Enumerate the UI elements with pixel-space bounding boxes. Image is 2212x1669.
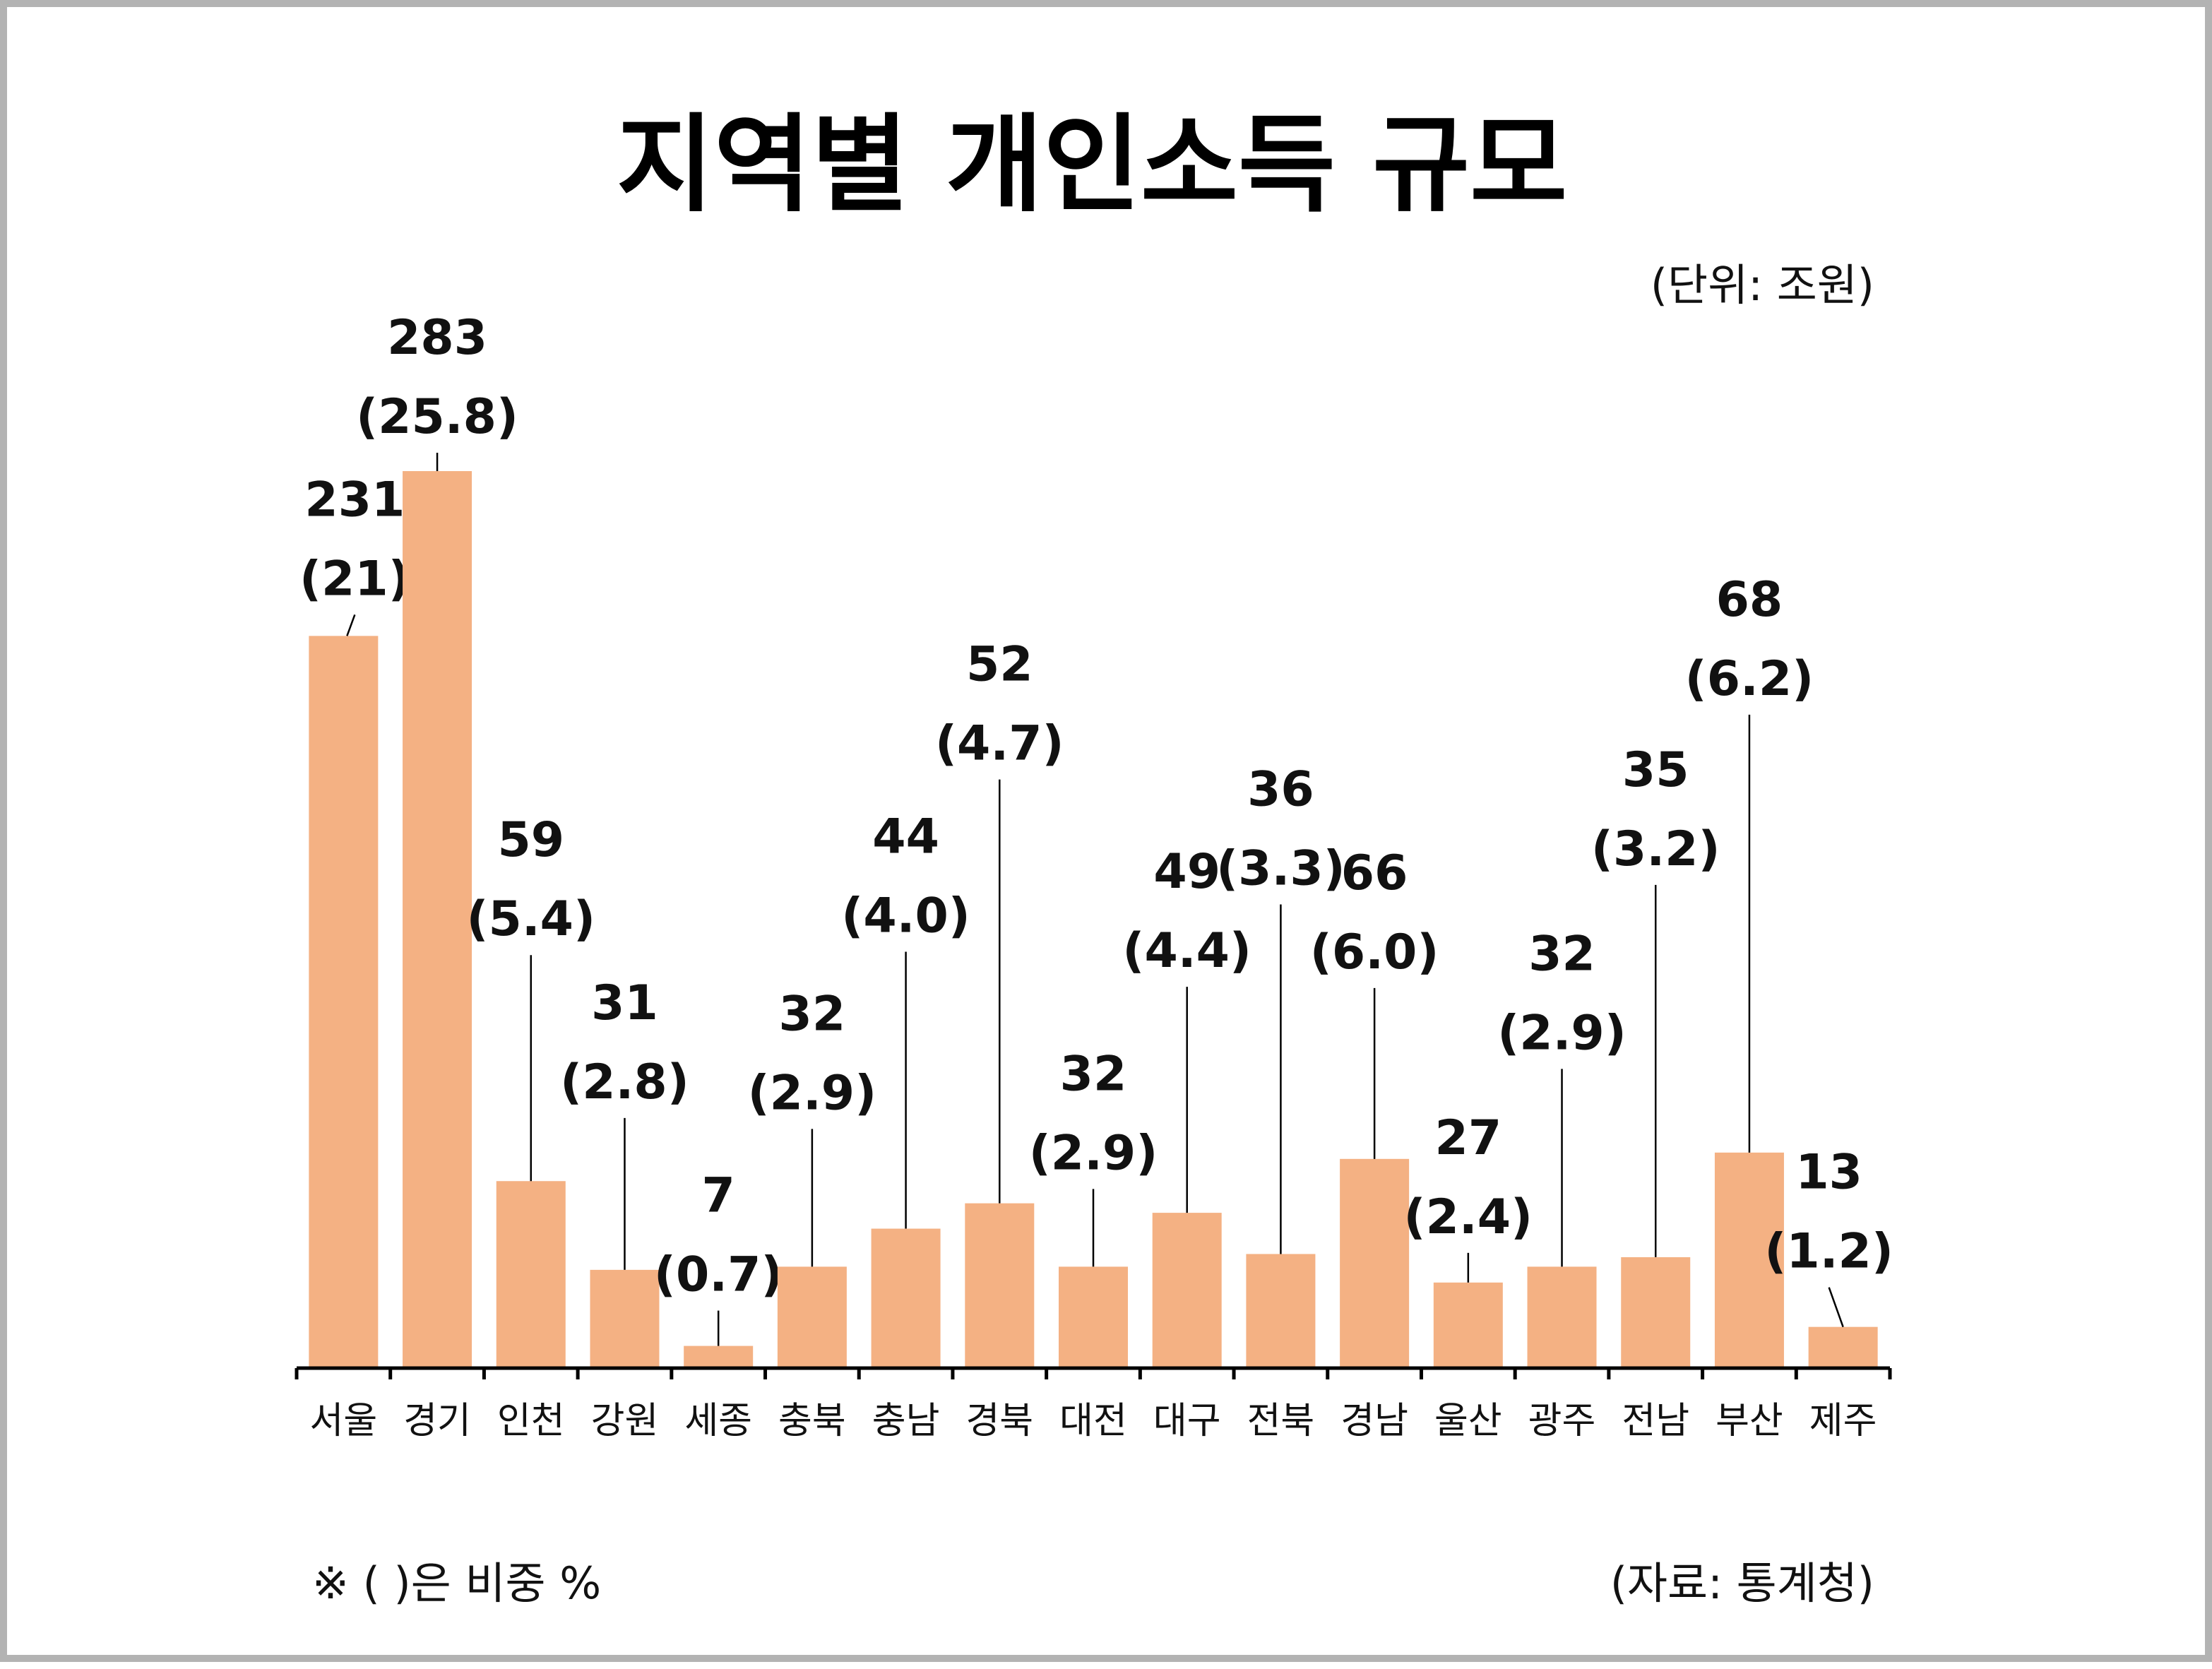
share-label: (4.0) [841, 889, 970, 944]
share-label: (4.4) [1122, 923, 1251, 979]
category-label: 제주 [1809, 1400, 1877, 1442]
bar-제주 [1808, 1326, 1878, 1368]
x-axis: 서울 경기 인천 강원 세종 충북 충남 경북 대전 대구 전북 경남 울산 광주 전남 부산 제주 [295, 1366, 1892, 1442]
share-label: (4.7) [935, 716, 1064, 772]
bar-전남 [1621, 1257, 1691, 1368]
share-label: (2.9) [1497, 1005, 1627, 1061]
bar-대구 [1152, 1213, 1222, 1368]
source-label: (자료: 통계청) [1610, 1557, 1874, 1609]
category-label: 광주 [1528, 1400, 1596, 1442]
value-label: 52 [966, 637, 1033, 693]
bar-chart: 지역별 개인소득 규모 (단위: 조원) (21) 231 (25.8) 283 (5.… [295, 104, 1893, 1609]
value-label: 31 [591, 975, 658, 1031]
share-label: (2.9) [748, 1065, 877, 1121]
bar-경북 [965, 1203, 1035, 1368]
value-label: 36 [1247, 761, 1314, 817]
value-label: 32 [1528, 926, 1595, 982]
value-label: 44 [872, 809, 939, 865]
bar-충북 [777, 1266, 847, 1368]
share-label: (6.0) [1310, 925, 1439, 980]
value-label: 59 [497, 812, 564, 868]
category-label: 세종 [684, 1400, 752, 1442]
category-label: 대구 [1153, 1400, 1221, 1442]
value-label: 283 [387, 310, 487, 366]
category-label: 전남 [1622, 1400, 1689, 1442]
share-label: (25.8) [356, 389, 518, 445]
share-label: (2.8) [560, 1055, 689, 1110]
value-label: 49 [1153, 844, 1220, 900]
chart-title: 지역별 개인소득 규모 [617, 104, 1567, 227]
category-label: 대전 [1059, 1400, 1127, 1442]
value-label: 27 [1435, 1110, 1502, 1166]
category-label: 서울 [310, 1400, 378, 1442]
leader-line [1828, 1287, 1844, 1328]
category-label: 전북 [1247, 1400, 1315, 1442]
bar-전북 [1246, 1254, 1316, 1368]
value-label: 68 [1716, 572, 1783, 628]
share-label: (0.7) [654, 1247, 783, 1303]
bar-울산 [1433, 1282, 1503, 1368]
leader-line [346, 614, 356, 636]
share-label: (6.2) [1685, 651, 1814, 707]
value-label: 231 [304, 472, 405, 528]
category-label: 울산 [1434, 1400, 1502, 1442]
share-label: (3.3) [1216, 841, 1345, 896]
category-label: 경남 [1340, 1400, 1408, 1442]
share-label: (2.9) [1029, 1125, 1158, 1181]
value-label: 7 [702, 1168, 735, 1224]
value-label: 13 [1795, 1145, 1862, 1201]
share-label: (5.4) [466, 891, 595, 947]
value-label: 66 [1341, 845, 1408, 901]
bar-인천 [496, 1181, 566, 1368]
bar-광주 [1527, 1266, 1597, 1368]
bar-강원 [590, 1269, 660, 1368]
category-label: 경기 [403, 1400, 471, 1442]
bar-경기 [403, 471, 472, 1368]
category-label: 충남 [872, 1400, 940, 1442]
category-label: 부산 [1716, 1400, 1783, 1442]
share-label: (3.2) [1591, 821, 1720, 877]
bar-서울 [309, 636, 379, 1368]
bar-대전 [1059, 1266, 1128, 1368]
category-label: 강원 [591, 1400, 659, 1442]
value-label: 32 [779, 986, 846, 1042]
share-label: (1.2) [1764, 1224, 1893, 1280]
category-label: 충북 [778, 1400, 846, 1442]
bars-layer: (21)231(25.8)283(5.4)59(2.8)31(0.7)7(2.9… [299, 310, 1893, 1368]
category-label: 인천 [497, 1400, 565, 1442]
category-label: 경북 [965, 1400, 1033, 1442]
bar-부산 [1714, 1152, 1784, 1368]
bar-세종 [684, 1346, 754, 1368]
share-label: (2.4) [1404, 1189, 1533, 1245]
value-label: 32 [1060, 1046, 1127, 1102]
value-label: 35 [1622, 742, 1689, 798]
share-label: (21) [299, 551, 410, 607]
unit-label: (단위: 조원) [1651, 259, 1874, 311]
share-note: ※ ( )은 비중 % [312, 1557, 601, 1609]
bar-경남 [1340, 1158, 1410, 1368]
bar-충남 [871, 1228, 941, 1368]
